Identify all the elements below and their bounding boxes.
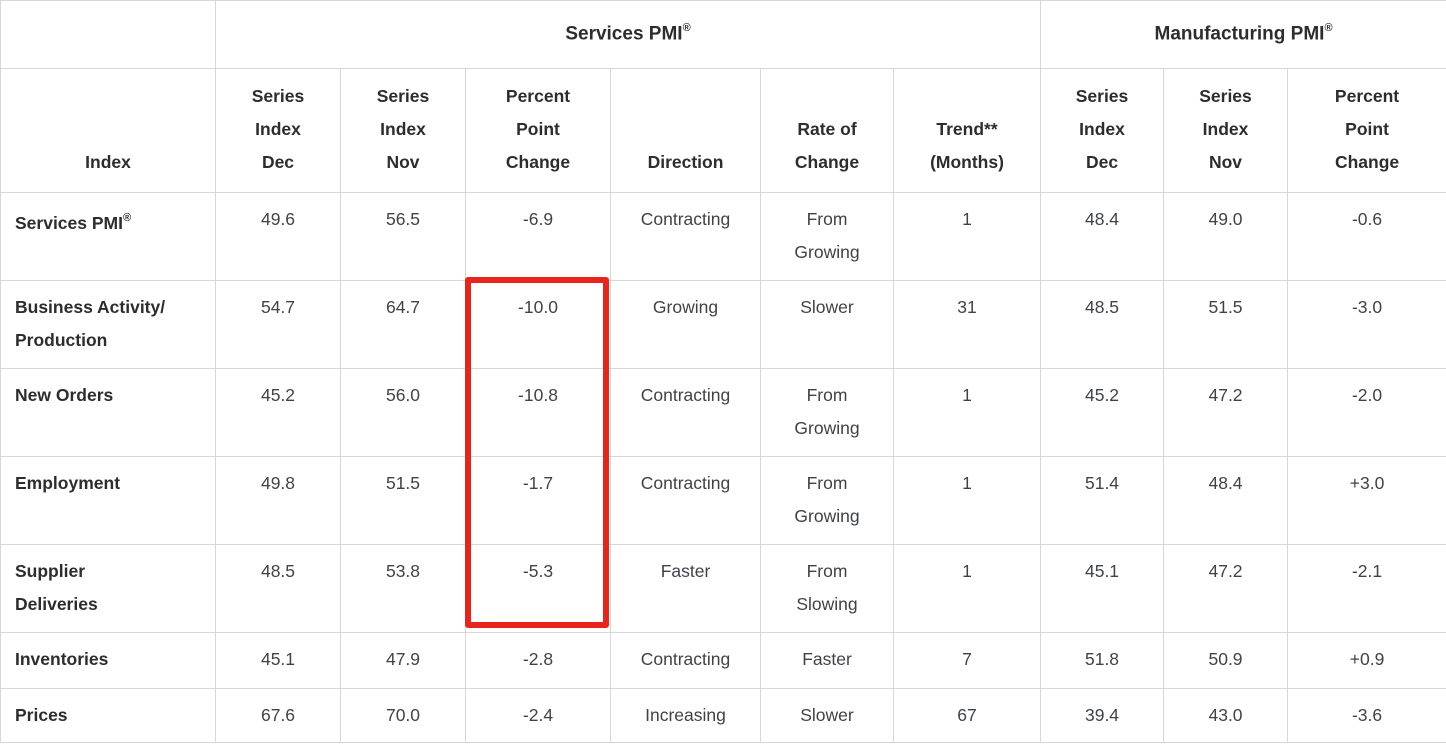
data-cell: -2.8 (465, 632, 611, 689)
data-cell: 1 (892, 192, 1042, 281)
data-cell: 45.1 (215, 632, 341, 689)
data-cell: 48.5 (1040, 280, 1165, 369)
column-header-rate-of-change: Rate of Change (760, 68, 894, 193)
column-header-index: Index (0, 68, 216, 193)
data-cell: -10.8 (465, 368, 611, 457)
column-header-percent-point-change: Percent Point Change (465, 68, 611, 193)
data-cell: 1 (892, 544, 1042, 633)
data-cell: -5.3 (465, 544, 611, 633)
services-pmi-group-label: Services PMI (565, 23, 683, 45)
data-cell: -2.1 (1287, 544, 1446, 633)
data-cell: 70.0 (340, 688, 466, 743)
data-cell: 54.7 (215, 280, 341, 369)
data-cell: Contracting (610, 632, 761, 689)
row-label: Services PMI® (0, 192, 216, 281)
data-cell: 51.8 (1040, 632, 1165, 689)
data-cell: -2.0 (1287, 368, 1446, 457)
row-label: Employment (0, 456, 216, 545)
data-cell: From Slowing (760, 544, 894, 633)
column-header-series-index-nov-mfg: Series Index Nov (1163, 68, 1289, 193)
data-cell: 56.0 (340, 368, 466, 457)
data-cell: -10.0 (465, 280, 611, 369)
data-cell: 51.5 (340, 456, 466, 545)
table-row: Prices 67.6 70.0 -2.4 Increasing Slower 67 39.4… (0, 688, 1446, 743)
row-label: New Orders (0, 368, 216, 457)
column-header-series-index-nov: Series Index Nov (340, 68, 466, 193)
data-cell: -3.0 (1287, 280, 1446, 369)
table-row: New Orders 45.2 56.0 -10.8 Contracting From G… (0, 368, 1446, 457)
data-cell: Contracting (610, 192, 761, 281)
empty-corner-cell (0, 0, 216, 69)
data-cell: 31 (892, 280, 1042, 369)
data-cell: -3.6 (1287, 688, 1446, 743)
data-cell: 45.1 (1040, 544, 1165, 633)
table-row: Business Activity/ Production 54.7 64.7 -10… (0, 280, 1446, 369)
services-pmi-group-header: Services PMI® (214, 0, 1042, 69)
data-cell: Growing (610, 280, 761, 369)
manufacturing-pmi-group-label: Manufacturing PMI (1154, 23, 1325, 45)
table-row: Services PMI® 49.6 56.5 -6.9 Contracting From… (0, 192, 1446, 281)
registered-trademark-symbol: ® (122, 212, 132, 224)
column-header-trend-months: Trend** (Months) (892, 68, 1042, 193)
data-cell: +3.0 (1287, 456, 1446, 545)
column-header-percent-point-change-mfg: Percent Point Change (1287, 68, 1446, 193)
column-header-series-index-dec: Series Index Dec (215, 68, 341, 193)
column-header-direction: Direction (610, 68, 761, 193)
data-cell: -6.9 (465, 192, 611, 281)
data-cell: 45.2 (215, 368, 341, 457)
data-cell: 47.2 (1163, 368, 1289, 457)
data-cell: -1.7 (465, 456, 611, 545)
data-cell: 43.0 (1163, 688, 1289, 743)
registered-trademark-symbol: ® (682, 22, 691, 35)
data-cell: 47.9 (340, 632, 466, 689)
data-cell: 49.0 (1163, 192, 1289, 281)
manufacturing-pmi-group-header: Manufacturing PMI® (1040, 0, 1446, 69)
data-cell: +0.9 (1287, 632, 1446, 689)
data-cell: 64.7 (340, 280, 466, 369)
data-cell: 47.2 (1163, 544, 1289, 633)
data-cell: 67.6 (215, 688, 341, 743)
data-cell: Slower (760, 280, 894, 369)
data-cell: From Growing (760, 192, 894, 281)
data-cell: Increasing (610, 688, 761, 743)
data-cell: 7 (892, 632, 1042, 689)
column-header-row: Index Series Index Dec Series Index Nov … (0, 68, 1446, 193)
group-header-row: Services PMI® Manufacturing PMI® (0, 0, 1446, 69)
data-cell: 1 (892, 368, 1042, 457)
data-cell: 51.5 (1163, 280, 1289, 369)
table-row: Inventories 45.1 47.9 -2.8 Contracting Faster… (0, 632, 1446, 689)
data-cell: 45.2 (1040, 368, 1165, 457)
data-cell: Faster (760, 632, 894, 689)
data-cell: 56.5 (340, 192, 466, 281)
data-cell: 67 (892, 688, 1042, 743)
data-cell: 1 (892, 456, 1042, 545)
data-cell: From Growing (760, 368, 894, 457)
data-cell: 39.4 (1040, 688, 1165, 743)
data-cell: 48.5 (215, 544, 341, 633)
row-label: Prices (0, 688, 216, 743)
data-cell: -0.6 (1287, 192, 1446, 281)
row-label: Supplier Deliveries (0, 544, 216, 633)
registered-trademark-symbol: ® (1324, 22, 1333, 35)
data-cell: Faster (610, 544, 761, 633)
data-cell: 48.4 (1163, 456, 1289, 545)
data-cell: 48.4 (1040, 192, 1165, 281)
data-cell: Slower (760, 688, 894, 743)
data-cell: 53.8 (340, 544, 466, 633)
data-cell: -2.4 (465, 688, 611, 743)
table-row: Employment 49.8 51.5 -1.7 Contracting From Gr… (0, 456, 1446, 545)
data-cell: From Growing (760, 456, 894, 545)
table-row: Supplier Deliveries 48.5 53.8 -5.3 Faster Fro… (0, 544, 1446, 633)
data-cell: 49.8 (215, 456, 341, 545)
data-cell: Contracting (610, 368, 761, 457)
data-cell: 51.4 (1040, 456, 1165, 545)
column-header-series-index-dec-mfg: Series Index Dec (1040, 68, 1165, 193)
data-cell: Contracting (610, 456, 761, 545)
row-label: Inventories (0, 632, 216, 689)
data-cell: 49.6 (215, 192, 341, 281)
data-cell: 50.9 (1163, 632, 1289, 689)
row-label: Business Activity/ Production (0, 280, 216, 369)
